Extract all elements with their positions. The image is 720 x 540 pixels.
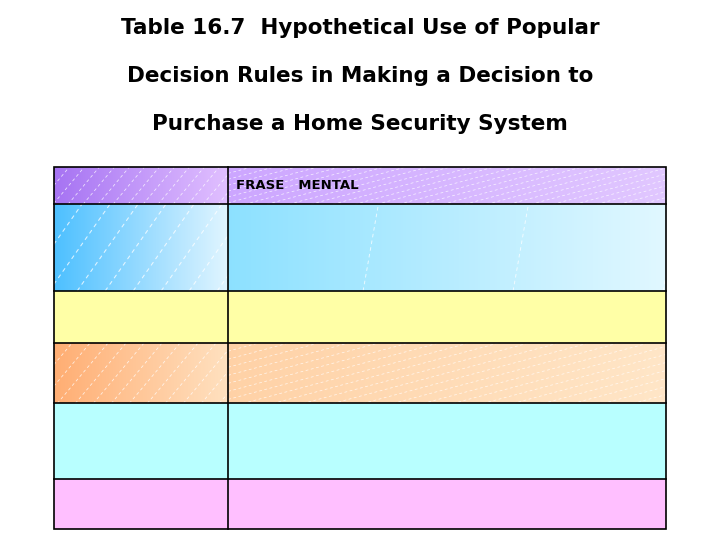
Text: Purchase a Home Security System: Purchase a Home Security System bbox=[152, 114, 568, 134]
Text: Decision Rules in Making a Decision to: Decision Rules in Making a Decision to bbox=[127, 66, 593, 86]
Text: Table 16.7  Hypothetical Use of Popular: Table 16.7 Hypothetical Use of Popular bbox=[121, 18, 599, 38]
Text: FRASE   MENTAL: FRASE MENTAL bbox=[236, 179, 359, 192]
